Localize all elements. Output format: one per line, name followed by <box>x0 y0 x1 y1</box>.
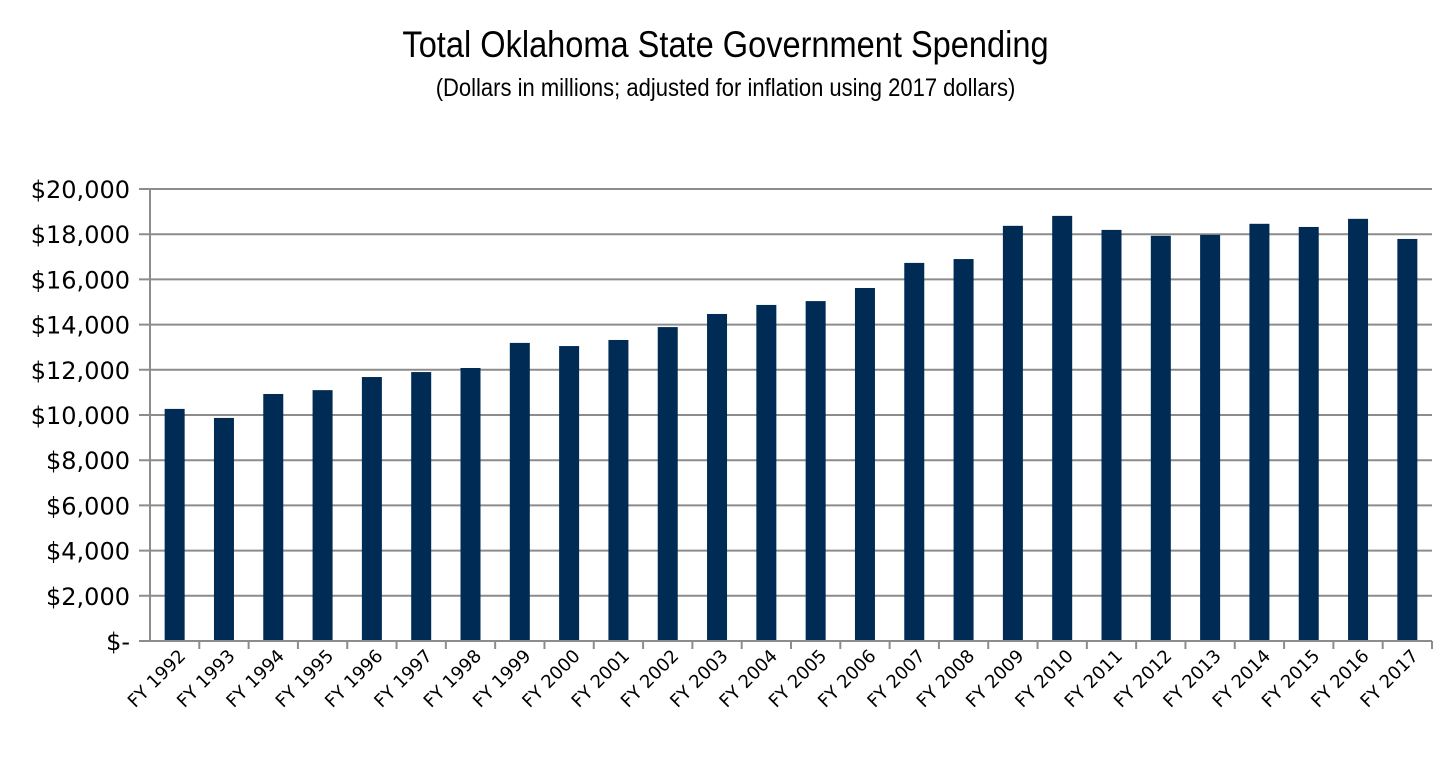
chart-title: Total Oklahoma State Government Spending <box>402 24 1049 65</box>
y-tick-label: $2,000 <box>46 583 130 611</box>
y-tick-label: $8,000 <box>46 447 130 475</box>
y-tick-label: $14,000 <box>31 312 130 340</box>
bar <box>657 327 678 641</box>
bar <box>263 393 284 641</box>
bar <box>1348 218 1369 641</box>
bar <box>460 367 481 641</box>
y-tick-label: $4,000 <box>46 538 130 566</box>
bar <box>361 377 382 641</box>
bar <box>1101 229 1122 641</box>
y-tick-label: $10,000 <box>31 402 130 430</box>
bar <box>608 339 629 641</box>
bar <box>1150 235 1171 642</box>
y-tick-label: $12,000 <box>31 357 130 385</box>
chart-subtitle: (Dollars in millions; adjusted for infla… <box>435 74 1016 102</box>
bar <box>953 259 974 641</box>
bar <box>756 304 777 641</box>
bar <box>1249 223 1270 641</box>
bar <box>1052 215 1073 642</box>
y-tick-label: $16,000 <box>31 266 130 294</box>
bar <box>707 313 728 641</box>
bar <box>1002 225 1023 641</box>
bar <box>1200 234 1221 642</box>
bar <box>411 372 432 641</box>
y-tick-label: $18,000 <box>31 221 130 249</box>
bar <box>164 408 185 641</box>
y-tick-label: $- <box>106 628 130 656</box>
y-tick-label: $20,000 <box>31 176 130 204</box>
bar <box>213 417 234 641</box>
bar <box>312 390 333 641</box>
bar <box>559 346 580 641</box>
bar <box>854 287 875 641</box>
bar <box>1397 238 1418 642</box>
y-tick-label: $6,000 <box>46 492 130 520</box>
bar <box>904 262 925 641</box>
bar <box>1298 226 1319 641</box>
bar <box>805 301 826 641</box>
bar <box>509 342 530 641</box>
